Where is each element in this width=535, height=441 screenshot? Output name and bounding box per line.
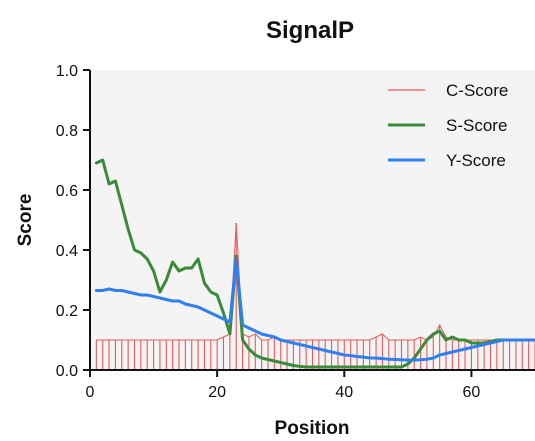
y-tick-label: 0.4	[56, 243, 78, 260]
legend-label-s-score: S-Score	[446, 116, 507, 135]
y-score-line	[94, 257, 535, 362]
x-tick-label: 40	[335, 384, 353, 401]
c-score-impulses	[95, 222, 535, 370]
x-tick-label: 60	[463, 384, 481, 401]
legend: C-Score S-Score Y-Score	[388, 81, 508, 170]
y-tick-label: 0.2	[56, 303, 78, 320]
s-score-line	[94, 158, 535, 369]
plot-area-background	[90, 70, 535, 370]
chart-title: SignalP	[266, 17, 354, 44]
y-axis-title: Score	[15, 194, 36, 247]
y-tick-label: 0.6	[56, 183, 78, 200]
legend-label-y-score: Y-Score	[446, 151, 506, 170]
x-tick-label: 0	[86, 384, 95, 401]
score-lines	[94, 158, 535, 369]
y-tick-label: 0.0	[56, 363, 78, 380]
y-tick-label: 0.8	[56, 123, 78, 140]
tick-labels: 0.0 0.2 0.4 0.6 0.8 1.0 0 20 40 60	[56, 63, 481, 401]
x-axis-title: Position	[275, 418, 350, 439]
legend-label-c-score: C-Score	[446, 81, 508, 100]
y-tick-label: 1.0	[56, 63, 78, 80]
axes	[83, 69, 535, 377]
x-tick-label: 20	[208, 384, 226, 401]
